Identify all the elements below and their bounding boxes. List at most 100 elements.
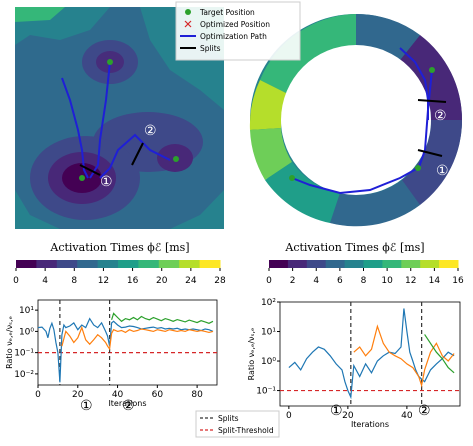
right-ring-map: ② ① — [249, 13, 463, 227]
left-map-band-green — [15, 7, 65, 22]
colorbar-swatch — [77, 260, 99, 268]
colorbar-swatch — [269, 260, 289, 268]
colorbar-tick-label: 8 — [71, 276, 77, 286]
y-tick-label: 10⁻¹ — [14, 349, 34, 359]
colorbar-tick-label: 0 — [13, 276, 19, 286]
region-label: ② — [122, 398, 135, 414]
colorbar-right-swatches — [269, 260, 459, 268]
right-optimization-path-3 — [417, 69, 433, 171]
right-split-1 — [417, 99, 447, 103]
colorbar-tick-label: 28 — [214, 276, 226, 286]
legend-top: Target Position Optimized Position Optim… — [175, 1, 301, 61]
ratio-series-1 — [37, 317, 214, 383]
left-region-label-1: ① — [100, 174, 113, 190]
right-region-label-2: ② — [434, 108, 447, 124]
plot-frame — [279, 301, 461, 407]
colorbar-swatch — [97, 260, 119, 268]
region-label: ② — [418, 403, 431, 419]
left-optimization-path-2 — [89, 61, 111, 179]
colorbar-tick-label: 24 — [185, 276, 197, 286]
ring-band-yellow — [249, 80, 290, 130]
ring-band-lime — [250, 128, 292, 180]
legend-path-label: Optimization Path — [200, 32, 267, 41]
x-tick-label: 80 — [191, 390, 203, 400]
right-split-2 — [417, 149, 443, 157]
x-tick-label: 40 — [112, 390, 124, 400]
colorbar-swatch — [306, 260, 327, 268]
legend-bottom: Splits Split-Threshold — [195, 410, 280, 438]
ratio-series-1 — [288, 308, 455, 400]
left-map-band-teal-bl — [15, 190, 60, 229]
left-target-2 — [173, 156, 179, 162]
colorbar-tick-label: 2 — [290, 276, 296, 286]
colorbar-tick-label: 4 — [42, 276, 48, 286]
legend-bottom-box — [195, 410, 280, 438]
right-target-2 — [289, 175, 295, 181]
ring-band-green — [260, 14, 356, 95]
left-split-1 — [79, 164, 101, 176]
x-tick-label: 20 — [72, 390, 84, 400]
region-label: ① — [80, 398, 93, 414]
colorbar-swatch — [420, 260, 440, 268]
legend-threshold-label: Split-Threshold — [218, 426, 274, 435]
left-map-band-teal-br — [170, 190, 224, 229]
left-optimization-path-3 — [99, 133, 171, 179]
ring-band-top — [356, 13, 420, 60]
y-axis-label: Ratio νₑ,ₑ/νₛ,ₑ — [5, 316, 14, 369]
chart-right: 0 20 40 10⁻¹ 10⁰ 10¹ 10² Iterations Ratio νₑ,ₑ/ν… — [247, 298, 461, 429]
legend-split-label: Splits — [200, 44, 221, 53]
x-axis-label: Iterations — [351, 420, 389, 429]
colorbar-tick-label: 14 — [429, 276, 441, 286]
colorbar-swatch — [158, 260, 180, 268]
y-tick-label: 10⁰ — [19, 327, 34, 337]
legend-optimized-label: Optimized Position — [200, 20, 270, 29]
colorbar-swatch — [138, 260, 160, 268]
colorbar-tick-label: 12 — [405, 276, 416, 286]
colorbar-right: Activation Times ϕℰ [ms] 0 2 4 6 8 10 12 14 16 — [266, 241, 464, 286]
colorbar-swatch — [363, 260, 383, 268]
colorbar-tick-label: 8 — [361, 276, 367, 286]
colorbar-swatch — [382, 260, 402, 268]
x-axis-label: Iterations — [108, 399, 146, 408]
colorbar-tick-label: 4 — [313, 276, 319, 286]
legend-optimized-icon — [184, 20, 192, 28]
ratio-series-3 — [424, 334, 455, 374]
colorbar-swatch — [36, 260, 58, 268]
legend-target-label: Target Position — [199, 8, 255, 17]
region-label: ① — [330, 403, 343, 419]
left-optimization-path-1 — [61, 77, 89, 179]
y-axis-label: Ratio νₑ,ₑ/νₛ,ₑ — [247, 328, 256, 381]
colorbar-swatch — [199, 260, 221, 268]
colorbar-tick-label: 0 — [266, 276, 272, 286]
colorbar-left-swatches — [16, 260, 221, 268]
colorbar-swatch — [439, 260, 459, 268]
ring-hole — [281, 45, 431, 195]
left-target-1 — [107, 59, 113, 65]
colorbar-right-title: Activation Times ϕℰ [ms] — [284, 241, 424, 254]
y-tick-label: 10⁰ — [261, 357, 276, 367]
y-tick-label: 10² — [261, 298, 276, 308]
left-split-2 — [131, 142, 144, 166]
colorbar-swatch — [287, 260, 308, 268]
left-region-label-2: ② — [144, 123, 157, 139]
colorbar-right-ticks: 0 2 4 6 8 10 12 14 16 — [266, 268, 464, 286]
y-tick-label: 10⁻¹ — [256, 387, 276, 397]
colorbar-swatch — [325, 260, 346, 268]
x-tick-label: 0 — [286, 411, 292, 421]
colorbar-swatch — [401, 260, 421, 268]
colorbar-swatch — [16, 260, 37, 268]
colorbar-left-title: Activation Times ϕℰ [ms] — [49, 241, 189, 254]
colorbar-swatch — [179, 260, 201, 268]
x-tick-label: 60 — [152, 390, 164, 400]
y-tick-label: 10¹ — [261, 328, 276, 338]
y-tick-label: 10⁻² — [14, 370, 34, 380]
plot-frame — [37, 299, 218, 386]
right-target-3 — [415, 165, 421, 171]
colorbar-tick-label: 16 — [127, 276, 139, 286]
right-optimization-path-1 — [291, 167, 419, 195]
colorbar-swatch — [118, 260, 139, 268]
ring-band-blue — [330, 180, 420, 227]
right-target-1 — [429, 67, 435, 73]
x-tick-label: 20 — [342, 411, 354, 421]
